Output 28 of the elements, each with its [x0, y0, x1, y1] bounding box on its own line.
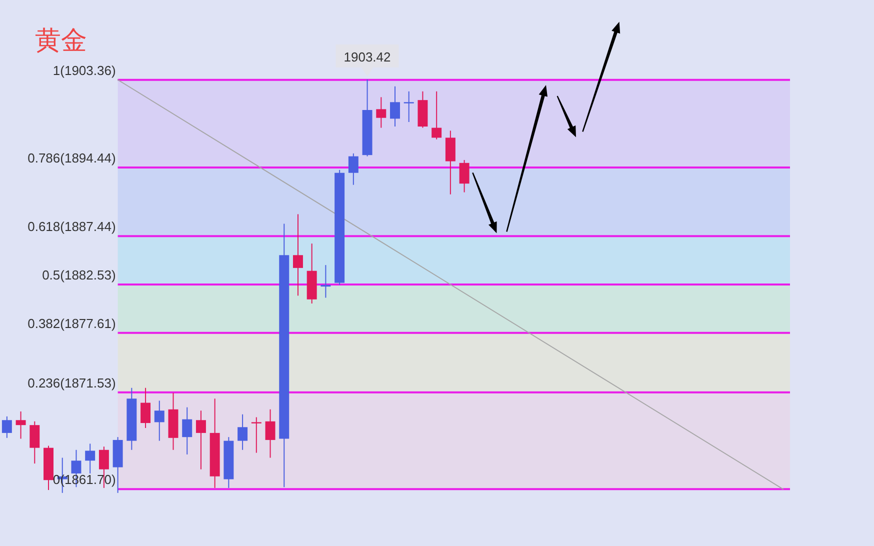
candlestick — [30, 420, 40, 464]
candlestick — [85, 443, 96, 474]
candlestick — [445, 130, 456, 195]
candlestick — [2, 416, 12, 438]
candlestick — [459, 160, 470, 193]
annotation: 0.786(1894.44) — [28, 150, 116, 166]
chart-title: 黄金 — [35, 25, 87, 55]
annotation: 0.382(1877.61) — [28, 316, 116, 331]
candlestick — [320, 264, 331, 298]
candlestick — [404, 90, 414, 122]
candlestick — [390, 86, 400, 128]
text: 1(1903.36) — [52, 62, 116, 78]
candlestick — [182, 406, 192, 455]
candlestick — [16, 410, 26, 440]
candlestick — [348, 152, 358, 186]
annotation: 0.618(1887.44) — [28, 219, 116, 234]
candlestick — [140, 387, 151, 428]
candlestick — [238, 414, 248, 450]
candlestick — [265, 408, 276, 458]
candlestick — [196, 410, 206, 470]
candlestick — [251, 416, 262, 454]
candlestick — [154, 400, 164, 442]
candlestick — [376, 96, 386, 128]
annotation: 0.236(1871.53) — [28, 375, 116, 390]
candlestick — [292, 214, 303, 296]
annotation: 1903.42 — [344, 49, 391, 64]
annotation: 0.5(1882.53) — [42, 267, 116, 282]
candlestick — [432, 90, 442, 140]
